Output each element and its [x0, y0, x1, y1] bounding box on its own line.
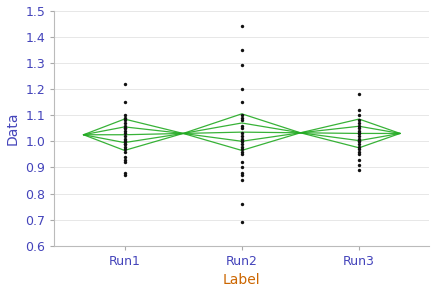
Point	[355, 144, 362, 149]
Point	[355, 121, 362, 125]
Point	[238, 142, 245, 146]
Point	[238, 165, 245, 170]
Point	[121, 142, 128, 146]
Point	[121, 131, 128, 136]
Point	[121, 155, 128, 159]
Point	[355, 139, 362, 144]
Point	[355, 126, 362, 131]
Point	[121, 128, 128, 133]
Point	[121, 123, 128, 128]
Point	[238, 126, 245, 131]
Point	[121, 160, 128, 165]
Point	[238, 47, 245, 52]
Point	[238, 170, 245, 175]
Point	[121, 170, 128, 175]
Point	[238, 24, 245, 29]
Point	[121, 139, 128, 144]
Point	[121, 115, 128, 120]
Point	[121, 157, 128, 162]
Point	[238, 87, 245, 91]
Point	[355, 149, 362, 154]
Point	[355, 113, 362, 117]
Point	[355, 118, 362, 123]
Point	[238, 136, 245, 141]
Point	[121, 113, 128, 117]
Point	[238, 139, 245, 144]
Point	[121, 81, 128, 86]
Point	[121, 142, 128, 146]
Point	[121, 144, 128, 149]
Point	[121, 100, 128, 104]
Point	[238, 139, 245, 144]
Point	[121, 173, 128, 178]
Point	[121, 139, 128, 144]
Point	[238, 149, 245, 154]
Point	[238, 131, 245, 136]
Point	[238, 202, 245, 206]
Point	[355, 108, 362, 112]
Point	[355, 142, 362, 146]
Point	[355, 131, 362, 136]
Point	[238, 178, 245, 183]
Point	[121, 147, 128, 151]
Point	[355, 92, 362, 97]
Point	[238, 123, 245, 128]
Point	[121, 126, 128, 131]
Point	[121, 126, 128, 131]
Point	[355, 157, 362, 162]
Point	[355, 128, 362, 133]
Point	[121, 149, 128, 154]
X-axis label: Label: Label	[223, 273, 260, 287]
Point	[238, 134, 245, 138]
Point	[238, 113, 245, 117]
Point	[355, 131, 362, 136]
Point	[238, 173, 245, 178]
Point	[238, 160, 245, 165]
Point	[238, 118, 245, 123]
Point	[121, 118, 128, 123]
Point	[355, 136, 362, 141]
Point	[238, 220, 245, 225]
Point	[121, 121, 128, 125]
Point	[238, 115, 245, 120]
Point	[355, 162, 362, 167]
Point	[355, 123, 362, 128]
Point	[355, 147, 362, 151]
Point	[238, 100, 245, 104]
Point	[238, 63, 245, 68]
Y-axis label: Data: Data	[6, 111, 20, 145]
Point	[238, 152, 245, 157]
Point	[121, 134, 128, 138]
Point	[355, 168, 362, 172]
Point	[238, 144, 245, 149]
Point	[355, 139, 362, 144]
Point	[121, 136, 128, 141]
Point	[238, 147, 245, 151]
Point	[355, 152, 362, 157]
Point	[355, 134, 362, 138]
